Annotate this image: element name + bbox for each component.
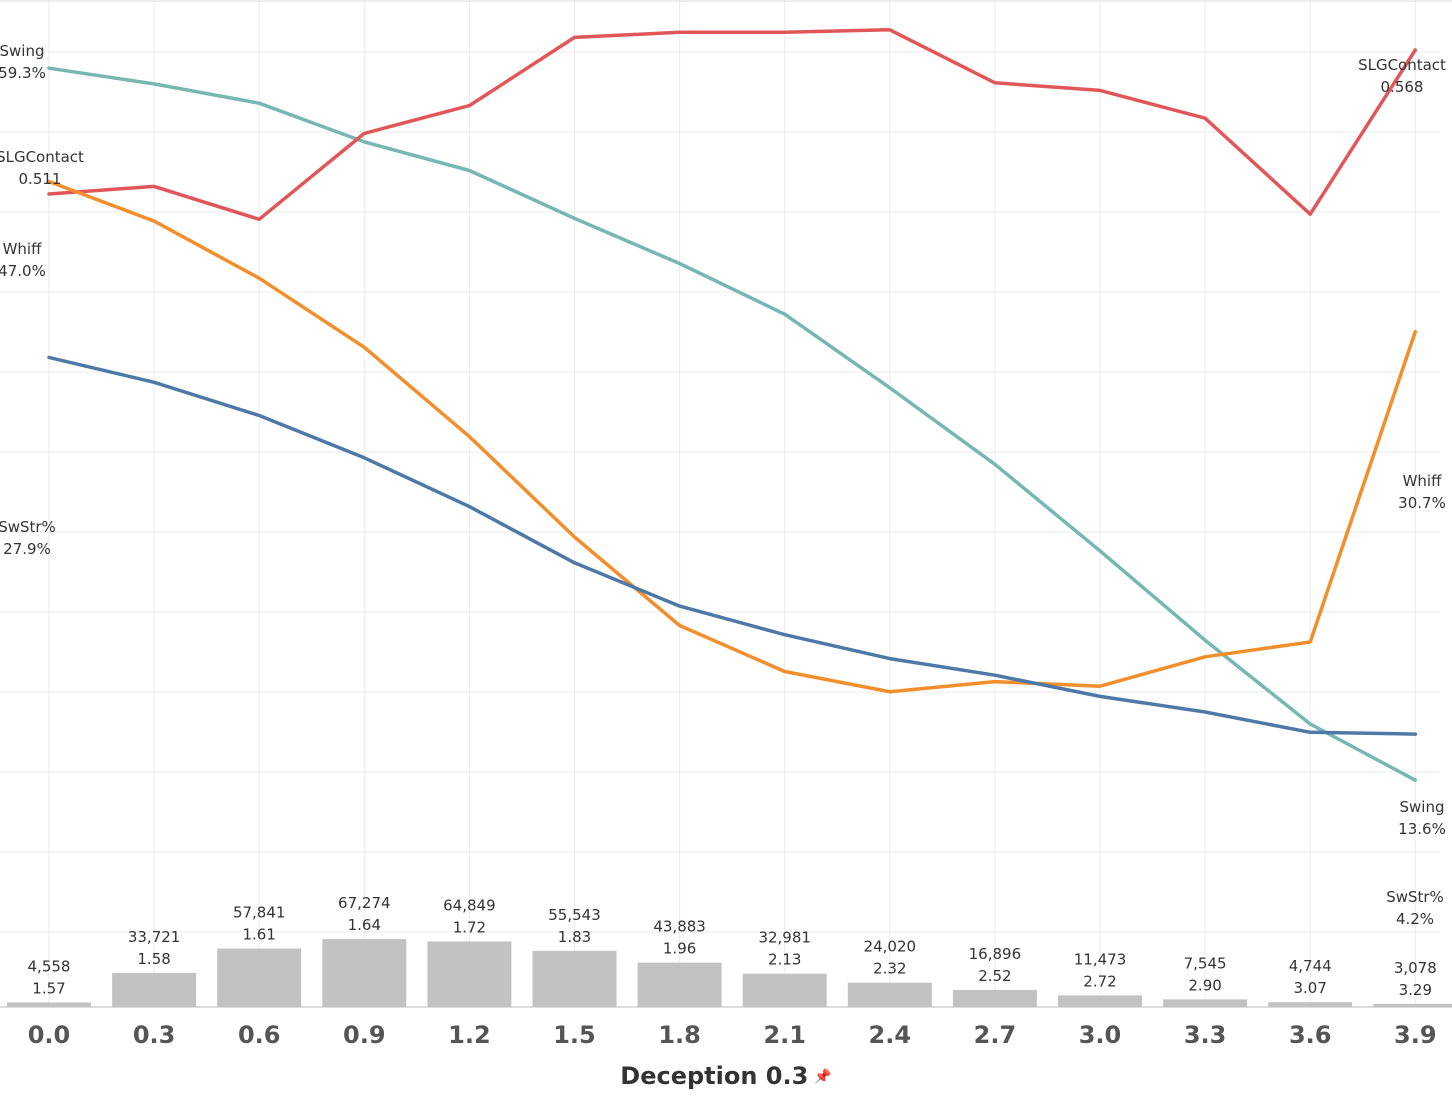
start-label-value: 47.0%: [0, 262, 46, 280]
x-tick-label: 3.6: [1289, 1021, 1332, 1049]
end-label-value: 0.568: [1381, 78, 1424, 96]
count-bar: [532, 950, 617, 1007]
line-series: [47, 28, 1418, 782]
count-bar: [1373, 1003, 1452, 1007]
bar-avg-label: 1.96: [663, 940, 696, 958]
start-label-name: SwStr%: [0, 518, 56, 536]
x-tick-label: 2.7: [974, 1021, 1017, 1049]
x-axis-title[interactable]: Deception 0.3 📌: [0, 1062, 1452, 1090]
x-axis-ticks: 0.0 0.3 0.6 0.9 1.2 1.5 1.8 2.1 2.4 2.7 3.0 3.3 3.6 3…: [28, 1021, 1437, 1049]
x-tick-label: 1.8: [658, 1021, 701, 1049]
bar-avg-label: 1.58: [137, 950, 170, 968]
bar-avg-label: 1.61: [242, 926, 275, 944]
end-label-name: Swing: [1400, 798, 1445, 816]
count-bar: [1163, 999, 1248, 1007]
bar-count-label: 16,896: [969, 945, 1022, 963]
series-line-swing: [47, 66, 1418, 782]
bar-avg-label: 1.64: [348, 916, 381, 934]
count-bar: [637, 962, 722, 1007]
bar-avg-label: 2.13: [768, 951, 801, 969]
bar-avg-label: 2.90: [1188, 976, 1221, 994]
bar-count-label: 57,841: [233, 904, 286, 922]
count-bar: [322, 938, 407, 1007]
start-label-name: SLGContact: [0, 148, 84, 166]
x-tick-label: 0.6: [238, 1021, 281, 1049]
bar-count-label: 64,849: [443, 896, 496, 914]
x-tick-label: 2.4: [869, 1021, 912, 1049]
end-label-name: Whiff: [1403, 472, 1443, 490]
x-axis-title-text: Deception 0.3: [620, 1062, 809, 1090]
end-label-name: SwStr%: [1386, 888, 1444, 906]
start-label-name: Swing: [0, 42, 45, 60]
count-bar: [217, 948, 302, 1007]
bar-count-label: 33,721: [128, 928, 181, 946]
count-bar: [112, 972, 197, 1007]
count-bar: [742, 973, 827, 1007]
start-label-name: Whiff: [3, 240, 43, 258]
bar-avg-label: 2.72: [1083, 972, 1116, 990]
bar-avg-label: 1.83: [558, 928, 591, 946]
series-labels: Swing 59.3% Swing 13.6% SLGContact 0.511 SLGCo…: [0, 42, 1446, 928]
count-bar: [427, 941, 512, 1007]
count-bar: [7, 1002, 91, 1007]
gridlines: [0, 0, 1452, 1008]
x-tick-label: 1.2: [448, 1021, 491, 1049]
bar-count-label: 4,744: [1289, 957, 1332, 975]
end-label-value: 13.6%: [1398, 820, 1446, 838]
start-label-value: 27.9%: [3, 540, 51, 558]
bar-avg-label: 3.07: [1293, 979, 1326, 997]
bar-avg-label: 1.57: [32, 979, 65, 997]
bar-count-label: 7,545: [1184, 954, 1227, 972]
bar-count-label: 11,473: [1074, 950, 1127, 968]
x-tick-label: 3.9: [1394, 1021, 1437, 1049]
series-line-whiff: [47, 179, 1418, 694]
bar-count-label: 43,883: [653, 918, 706, 936]
bar-series: 1.57 4,558 1.58 33,721 1.61 57,841 1.64 67,274 1…: [7, 894, 1452, 1007]
end-label-value: 4.2%: [1396, 910, 1434, 928]
pin-icon[interactable]: 📌: [814, 1069, 832, 1085]
bar-count-label: 67,274: [338, 894, 391, 912]
count-bar: [847, 982, 932, 1007]
count-bar: [1058, 995, 1142, 1007]
bar-count-label: 55,543: [548, 906, 601, 924]
x-tick-label: 0.3: [133, 1021, 176, 1049]
count-bar: [952, 989, 1037, 1007]
count-bar: [1268, 1002, 1353, 1007]
start-label-value: 59.3%: [0, 64, 46, 82]
x-tick-label: 2.1: [763, 1021, 806, 1049]
bar-count-label: 32,981: [758, 929, 811, 947]
x-tick-label: 0.9: [343, 1021, 386, 1049]
bar-count-label: 24,020: [864, 938, 917, 956]
series-line-slg_contact: [47, 28, 1418, 222]
bar-count-label: 3,078: [1394, 959, 1437, 977]
x-tick-label: 3.0: [1079, 1021, 1122, 1049]
bar-avg-label: 1.72: [453, 918, 486, 936]
x-tick-label: 3.3: [1184, 1021, 1227, 1049]
series-line-swstr: [47, 355, 1418, 736]
bar-count-label: 4,558: [28, 957, 71, 975]
bar-avg-label: 2.52: [978, 967, 1011, 985]
x-tick-label: 0.0: [28, 1021, 71, 1049]
bar-avg-label: 2.32: [873, 960, 906, 978]
x-tick-label: 1.5: [553, 1021, 596, 1049]
start-label-value: 0.511: [19, 170, 62, 188]
bar-avg-label: 3.29: [1399, 981, 1432, 999]
end-label-name: SLGContact: [1358, 56, 1446, 74]
end-label-value: 30.7%: [1398, 494, 1446, 512]
